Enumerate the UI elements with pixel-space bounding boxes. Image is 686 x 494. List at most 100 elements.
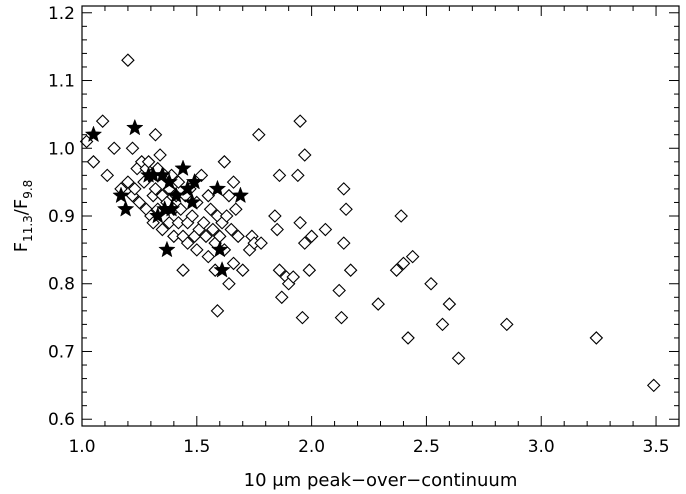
data-point-diamond (254, 236, 268, 250)
data-point-diamond (224, 222, 239, 237)
x-tick-label: 1.5 (183, 437, 210, 457)
data-point-diamond (125, 141, 140, 156)
data-point-diamond (86, 155, 101, 169)
data-point-diamond (500, 317, 514, 332)
data-point-diamond (210, 304, 225, 318)
data-point-star (174, 159, 192, 177)
data-point-diamond (297, 148, 312, 162)
data-point-diamond (304, 229, 319, 244)
data-point-diamond (235, 263, 250, 277)
marks-layer (79, 53, 661, 393)
data-point-diamond (334, 310, 349, 325)
data-point-diamond (128, 182, 142, 196)
data-point-diamond (206, 222, 220, 237)
data-point-diamond (121, 53, 135, 67)
data-point-star (213, 260, 231, 278)
x-tick-label: 2.0 (298, 437, 325, 457)
data-point-diamond (196, 215, 211, 230)
data-point-diamond (190, 243, 204, 257)
data-point-star (84, 125, 103, 143)
data-point-diamond (194, 168, 209, 183)
data-point-diamond (274, 290, 289, 305)
data-point-diamond (332, 283, 346, 298)
x-tick-label: 1.0 (68, 437, 95, 457)
data-point-diamond (272, 168, 287, 183)
data-point-diamond (302, 263, 317, 277)
data-point-diamond (222, 188, 236, 203)
data-point-diamond (162, 215, 177, 230)
data-point-diamond (148, 182, 163, 196)
data-point-diamond (222, 276, 236, 291)
y-tick-label: 1.1 (48, 72, 75, 92)
data-point-diamond (226, 256, 241, 271)
data-point-diamond (339, 202, 353, 217)
data-point-diamond (293, 114, 307, 128)
data-point-diamond (107, 141, 121, 156)
data-point-diamond (155, 222, 170, 237)
data-point-diamond (424, 276, 438, 291)
data-point-star (208, 179, 227, 197)
data-point-diamond (171, 215, 186, 230)
y-tick-label: 0.9 (48, 207, 75, 227)
data-point-diamond (297, 236, 312, 250)
y-tick-label: 1.2 (48, 4, 75, 24)
data-point-diamond (219, 209, 234, 223)
data-point-diamond (201, 188, 216, 203)
data-point-diamond (121, 175, 135, 189)
data-point-diamond (295, 310, 310, 325)
data-point-star (160, 172, 179, 190)
data-point-diamond (396, 256, 411, 271)
data-point-diamond (203, 202, 218, 217)
y-axis-label-main-2: F (11, 199, 32, 209)
data-point-diamond (435, 317, 450, 332)
data-point-diamond (148, 127, 163, 142)
data-point-diamond (394, 209, 408, 223)
data-point-star (231, 186, 250, 204)
y-axis-label-main-1: F (11, 242, 32, 252)
data-point-diamond (343, 263, 358, 277)
x-axis-label: 10 μm peak−over−continuum (244, 470, 518, 491)
data-point-diamond (100, 168, 115, 183)
data-point-diamond (286, 270, 301, 284)
data-point-diamond (401, 331, 415, 345)
data-point-star (158, 240, 176, 258)
data-point-diamond (646, 378, 661, 393)
y-tick-label: 0.6 (48, 410, 75, 430)
data-point-diamond (95, 114, 110, 128)
data-point-star (112, 186, 130, 204)
data-point-diamond (405, 249, 420, 264)
data-point-diamond (291, 168, 305, 183)
data-point-diamond (231, 229, 245, 244)
data-point-diamond (451, 351, 466, 366)
x-tick-label: 3.5 (643, 437, 670, 457)
data-point-star (167, 186, 185, 204)
data-point-diamond (293, 215, 307, 230)
data-point-diamond (442, 297, 457, 311)
x-tick-label: 2.5 (413, 437, 440, 457)
data-point-star (153, 166, 172, 183)
data-point-diamond (217, 155, 232, 169)
data-point-star (185, 172, 204, 190)
data-point-diamond (153, 148, 167, 162)
data-point-diamond (185, 209, 199, 223)
data-point-diamond (229, 202, 243, 217)
data-point-diamond (389, 263, 404, 277)
data-point-diamond (371, 297, 385, 311)
data-point-diamond (176, 263, 190, 277)
data-point-diamond (268, 209, 282, 223)
data-point-star (116, 200, 135, 217)
data-point-diamond (270, 222, 284, 237)
data-point-diamond (167, 229, 181, 244)
data-point-star (162, 200, 181, 217)
data-point-diamond (318, 222, 333, 237)
y-axis-label-sub-2: 9.8 (21, 180, 35, 199)
data-point-diamond (336, 182, 351, 196)
data-point-diamond (272, 263, 287, 277)
y-axis-label-sub-1: 11.3 (21, 215, 35, 242)
data-point-star (126, 118, 144, 136)
y-axis-label: F11.3/F9.8 (11, 180, 35, 253)
y-tick-label: 0.8 (48, 275, 75, 295)
data-point-diamond (589, 331, 604, 345)
